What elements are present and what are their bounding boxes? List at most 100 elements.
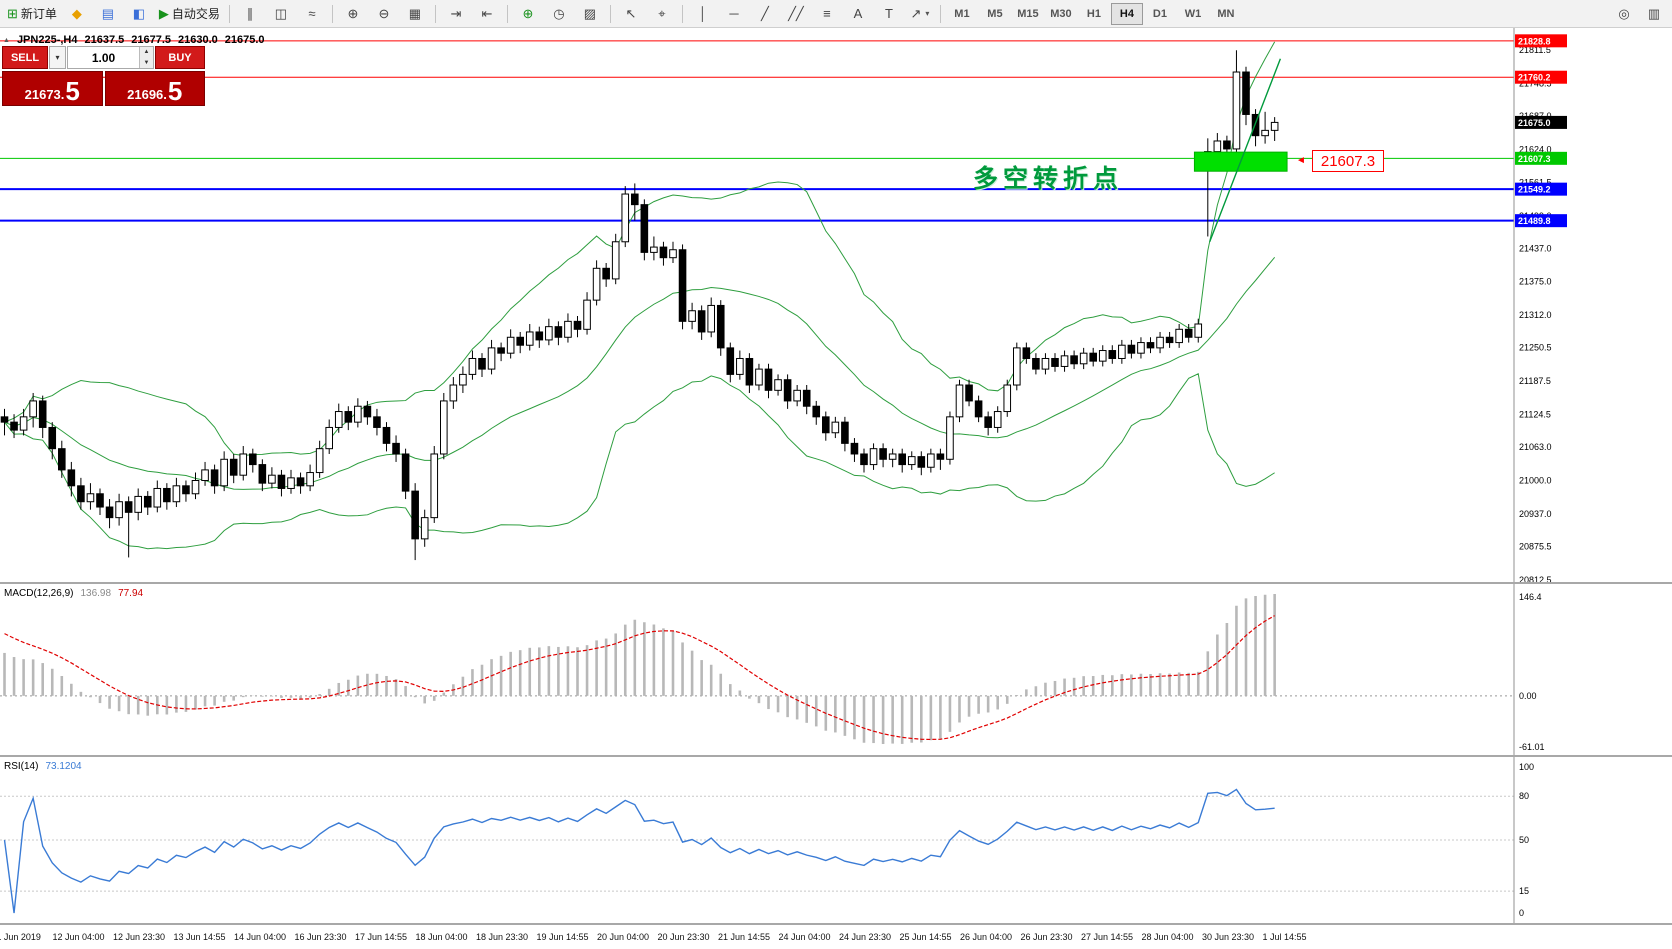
buy-button[interactable]: BUY xyxy=(155,46,205,69)
candle-body xyxy=(907,456,916,466)
bar-chart-button[interactable]: ∥ xyxy=(235,2,265,26)
time-axis[interactable]: 11 Jun 2019 12 Jun 04:00 12 Jun 23:30 13 Ju… xyxy=(0,925,1672,949)
candle-body xyxy=(888,453,897,460)
candle-body xyxy=(1089,352,1098,362)
svg-text:21760.2: 21760.2 xyxy=(1518,73,1551,83)
svg-text:21607.3: 21607.3 xyxy=(1518,154,1551,164)
trendline-button[interactable]: ╱ xyxy=(750,2,780,26)
indicators-button[interactable]: ⊕ xyxy=(513,2,543,26)
time-axis-label: 12 Jun 23:30 xyxy=(113,932,166,942)
trendline-object[interactable] xyxy=(1209,58,1282,243)
candlestick-chart-button[interactable]: ◫ xyxy=(266,2,296,26)
candle-body xyxy=(631,193,639,206)
ohlc-low: 21630.0 xyxy=(178,34,218,46)
arrows-button[interactable]: ↗ ▾ xyxy=(905,2,935,26)
candle-body xyxy=(1156,336,1164,349)
svg-text:21375.0: 21375.0 xyxy=(1519,277,1552,287)
candle-body xyxy=(239,453,248,476)
toolbar-separator xyxy=(609,4,611,23)
svg-text:0: 0 xyxy=(1519,908,1524,918)
candle-body xyxy=(163,487,171,503)
price-level-label[interactable]: 21607.3 xyxy=(1312,150,1384,172)
market-watch-button[interactable]: ▤ xyxy=(93,2,123,26)
vertical-line-icon: │ xyxy=(698,6,707,21)
templates-button[interactable]: ▨ xyxy=(575,2,605,26)
vertical-line-button[interactable]: │ xyxy=(688,2,718,26)
candle-body xyxy=(392,442,400,455)
line-chart-button[interactable]: ≈ xyxy=(297,2,327,26)
candle-body xyxy=(86,493,95,503)
search-button[interactable]: ◎ xyxy=(1609,2,1639,26)
candle-body xyxy=(831,421,840,434)
timeframe-m5[interactable]: M5 xyxy=(987,7,1003,20)
chart-shift-button[interactable]: ⇤ xyxy=(472,2,502,26)
timeframe-w1[interactable]: W1 xyxy=(1184,7,1202,20)
timeframe-m1[interactable]: M1 xyxy=(954,7,970,20)
candle-body xyxy=(879,448,887,460)
candle-body xyxy=(420,517,429,540)
candle-body xyxy=(497,347,505,354)
sell-price-display[interactable]: 21673. 5 xyxy=(2,71,103,106)
candle-body xyxy=(869,448,878,466)
zoom-out-button[interactable]: ⊖ xyxy=(369,2,399,26)
candle-body xyxy=(229,458,238,476)
time-axis-label: 20 Jun 23:30 xyxy=(657,932,710,942)
timeframe-h1[interactable]: H1 xyxy=(1086,7,1101,20)
timeframe-m15[interactable]: M15 xyxy=(1017,7,1039,20)
main-chart-canvas[interactable]: 21811.521748.521687.021624.021561.521499… xyxy=(0,28,1672,582)
time-axis-label: 14 Jun 04:00 xyxy=(234,932,287,942)
text-label-button[interactable]: T xyxy=(874,2,904,26)
rsi-panel-canvas[interactable]: 100 80 50 15 0 xyxy=(0,757,1672,923)
zoom-in-button[interactable]: ⊕ xyxy=(338,2,368,26)
sell-button[interactable]: SELL xyxy=(2,46,48,69)
timeframe-d1[interactable]: D1 xyxy=(1152,7,1167,20)
horizontal-line-button[interactable]: ─ xyxy=(719,2,749,26)
sound-alerts-button[interactable]: ◧ xyxy=(124,2,154,26)
tile-windows-button[interactable]: ▦ xyxy=(400,2,430,26)
svg-text:20812.5: 20812.5 xyxy=(1519,575,1552,582)
svg-text:21063.0: 21063.0 xyxy=(1519,442,1552,452)
candle-body xyxy=(927,453,935,468)
channel-icon: ╱╱ xyxy=(788,5,804,21)
toolbar-separator xyxy=(939,4,941,23)
time-axis-label: 28 Jun 04:00 xyxy=(1141,932,1194,942)
object-list-button[interactable]: ▥ xyxy=(1639,2,1669,26)
periods-button[interactable]: ◷ xyxy=(544,2,574,26)
candle-body xyxy=(1003,384,1012,413)
volume-up-button[interactable]: ▲ xyxy=(140,47,153,58)
crosshair-button[interactable]: ⌖ xyxy=(647,2,677,26)
volume-input[interactable] xyxy=(68,47,139,68)
candles-layer[interactable] xyxy=(0,50,1279,561)
buy-price-display[interactable]: 21696. 5 xyxy=(104,71,205,106)
candle-body xyxy=(764,368,773,391)
time-axis-label: 24 Jun 04:00 xyxy=(778,932,831,942)
panel-separator[interactable] xyxy=(0,582,1672,584)
new-order-button[interactable]: ⊞ 新订单 xyxy=(3,2,61,26)
svg-text:21675.0: 21675.0 xyxy=(1518,118,1551,128)
price-tag xyxy=(1515,182,1567,196)
auto-scroll-button[interactable]: ⇥ xyxy=(441,2,471,26)
timeframe-h4[interactable]: H4 xyxy=(1110,2,1143,25)
channel-button[interactable]: ╱╱ xyxy=(781,2,811,26)
cursor-button[interactable]: ↖ xyxy=(616,2,646,26)
candle-body xyxy=(1060,355,1069,367)
time-axis-label: 1 Jul 14:55 xyxy=(1262,932,1307,942)
text-button[interactable]: A xyxy=(843,2,873,26)
panel-separator[interactable] xyxy=(0,755,1672,757)
chart-window: 21811.521748.521687.021624.021561.521499… xyxy=(0,28,1672,949)
timeframe-m30[interactable]: M30 xyxy=(1050,7,1072,20)
auto-trading-button[interactable]: ▶ 自动交易 xyxy=(155,2,224,26)
svg-text:-61.01: -61.01 xyxy=(1519,742,1545,752)
symbols-button[interactable]: ◆ xyxy=(62,2,92,26)
bollinger-middle-line xyxy=(4,256,1276,490)
candle-body xyxy=(363,405,372,418)
panel-separator[interactable] xyxy=(0,923,1672,925)
level-lines-layer xyxy=(0,40,1514,222)
volume-preset-dropdown[interactable]: ▾ xyxy=(49,46,66,69)
candle-body xyxy=(841,421,849,444)
fibonacci-button[interactable]: ≡ xyxy=(812,2,842,26)
volume-down-button[interactable]: ▼ xyxy=(140,57,153,68)
candle-body xyxy=(860,453,868,466)
macd-panel-canvas[interactable]: 146.4 0.00 -61.01 xyxy=(0,584,1672,755)
timeframe-mn[interactable]: MN xyxy=(1217,7,1235,20)
